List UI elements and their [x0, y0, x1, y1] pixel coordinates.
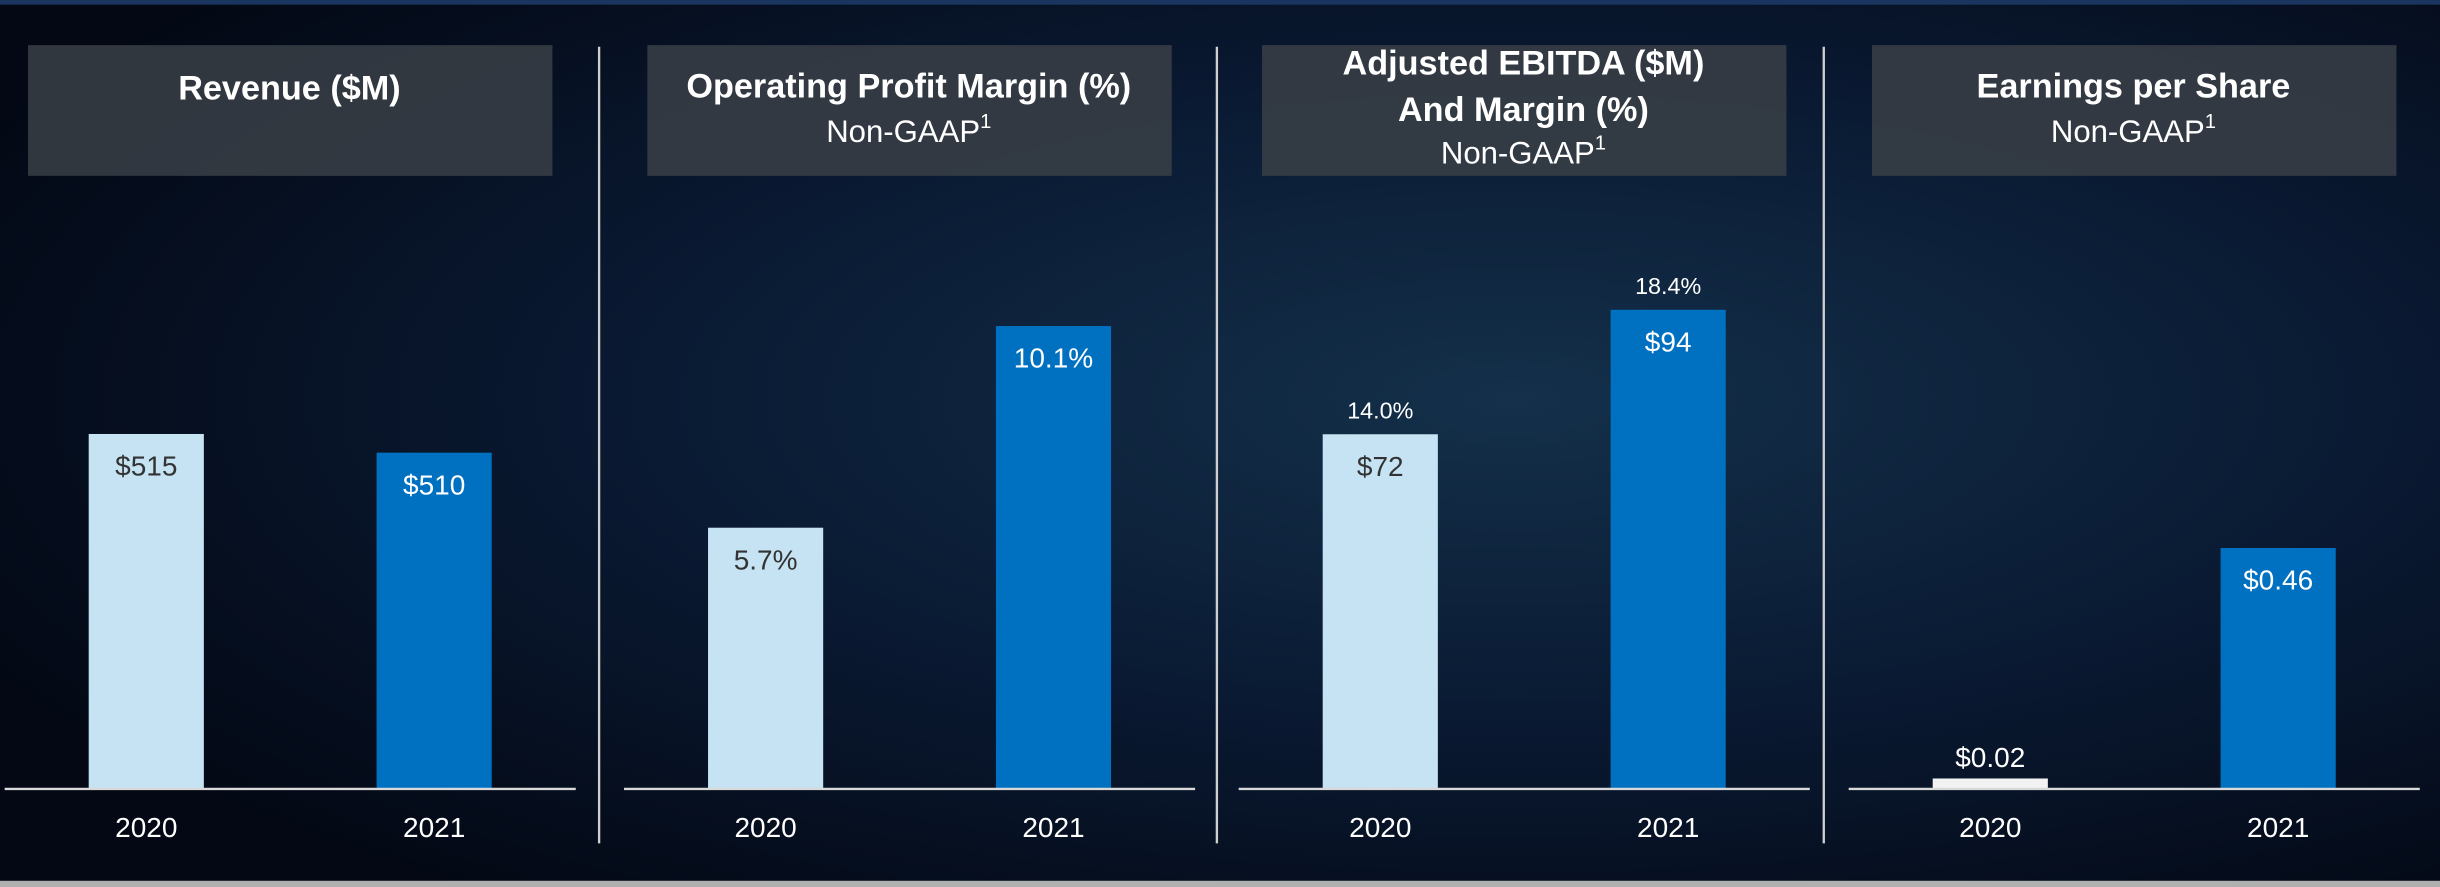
bar	[88, 433, 204, 789]
x-tick-label: 2021	[1022, 812, 1084, 843]
footnote-mark: 1	[1595, 133, 1606, 155]
bar	[1932, 778, 2048, 789]
title-box	[647, 45, 1172, 176]
x-tick-label: 2020	[115, 812, 177, 843]
value-label: 10.1%	[1014, 343, 1093, 374]
x-tick-label: 2020	[734, 812, 796, 843]
bar	[376, 452, 492, 789]
bar	[1610, 309, 1726, 789]
value-label: $72	[1357, 451, 1404, 482]
x-tick-label: 2021	[403, 812, 465, 843]
x-tick-label: 2020	[1349, 812, 1411, 843]
subtitle-text: Non-GAAP	[1441, 136, 1595, 171]
value-label: $0.46	[2243, 565, 2313, 596]
title-box	[1262, 45, 1787, 176]
value-label: $0.02	[1955, 742, 2025, 773]
bar	[2220, 548, 2336, 789]
x-tick-label: 2021	[1637, 812, 1699, 843]
chart-subtitle: Non-GAAP1	[1441, 133, 1606, 171]
footnote-mark: 1	[980, 111, 991, 133]
chart-title: Revenue ($M)	[178, 69, 400, 107]
x-tick-label: 2020	[1959, 812, 2021, 843]
bottom-strip	[0, 880, 2440, 887]
chart-subtitle: Non-GAAP1	[2051, 111, 2216, 149]
x-tick-label: 2021	[2247, 812, 2309, 843]
margin-label: 18.4%	[1635, 273, 1701, 299]
chart-title: And Margin (%)	[1398, 91, 1649, 129]
value-label: $515	[115, 451, 177, 482]
chart-title: Operating Profit Margin (%)	[686, 68, 1131, 106]
top-strip	[0, 0, 2440, 5]
chart-title: Adjusted EBITDA ($M)	[1343, 44, 1705, 82]
bar	[708, 527, 824, 789]
title-box	[28, 45, 553, 176]
value-label: $94	[1645, 326, 1692, 357]
value-label: 5.7%	[734, 544, 798, 575]
bar	[1322, 434, 1438, 789]
title-box	[1872, 45, 2397, 176]
subtitle-text: Non-GAAP	[2051, 114, 2205, 149]
chart-subtitle: Non-GAAP1	[826, 111, 991, 149]
subtitle-text: Non-GAAP	[826, 114, 980, 149]
footnote-mark: 1	[2205, 111, 2216, 133]
bar	[995, 326, 1112, 789]
margin-label: 14.0%	[1347, 398, 1413, 424]
value-label: $510	[403, 469, 465, 500]
chart-title: Earnings per Share	[1977, 68, 2291, 106]
